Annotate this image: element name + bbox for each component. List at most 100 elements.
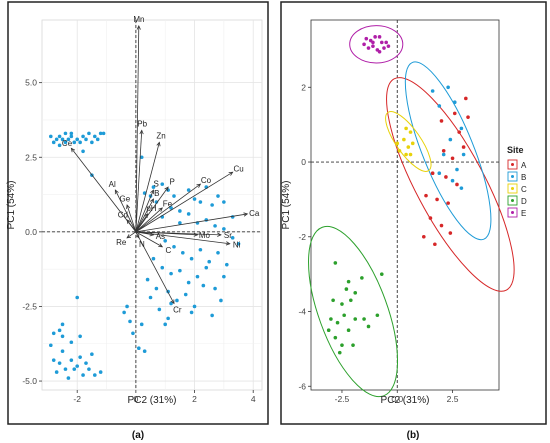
score-point [189, 256, 194, 261]
score-point [198, 200, 203, 204]
score-point [366, 46, 371, 50]
score-point [450, 156, 455, 161]
score-point [69, 358, 74, 362]
score-point [464, 96, 468, 101]
score-point [353, 291, 358, 295]
score-point [84, 137, 88, 142]
score-point [222, 274, 226, 279]
loading-c: C [135, 231, 171, 255]
ellipse-site-d [308, 225, 399, 398]
score-point [78, 355, 82, 359]
loading-pb: Pb [135, 119, 148, 232]
score-point [204, 218, 209, 222]
score-point [131, 331, 135, 336]
loading-arrow-head [136, 25, 141, 30]
loading-p: P [135, 177, 175, 233]
loading-arrow-head [126, 204, 131, 210]
score-point [382, 46, 386, 50]
score-point [349, 298, 353, 303]
score-point [439, 119, 444, 123]
score-point [148, 295, 153, 300]
score-point [371, 40, 375, 45]
loading-arrow-line [135, 142, 160, 232]
score-point [186, 212, 191, 216]
x-tick-label: 0 [133, 394, 138, 404]
series-site-a [422, 96, 470, 247]
score-point [230, 215, 235, 219]
y-tick-label: 2.5 [25, 152, 37, 162]
legend-item-c: C [507, 183, 527, 194]
score-point [213, 224, 217, 228]
score-point [175, 298, 179, 303]
loading-arrow-line [135, 213, 248, 233]
loading-arrow-line [114, 189, 137, 233]
loading-al: Al [109, 180, 137, 233]
loading-label: Mo [199, 231, 211, 240]
score-point [446, 201, 450, 205]
score-point [406, 145, 411, 149]
score-point [178, 209, 182, 213]
score-point [452, 100, 457, 105]
loading-arrow-line [135, 231, 154, 236]
score-point [222, 200, 226, 204]
score-point [362, 317, 366, 321]
score-point [186, 188, 191, 192]
score-point [195, 274, 200, 279]
score-point [459, 186, 464, 190]
score-point [404, 126, 408, 131]
score-point [225, 262, 229, 267]
score-point [166, 316, 170, 321]
legend-key-dot [511, 163, 514, 166]
loading-label: Ni [233, 241, 241, 250]
score-point [437, 104, 442, 108]
score-point [448, 137, 453, 142]
loading-s: S [135, 180, 159, 233]
score-point [69, 340, 74, 345]
score-point [362, 42, 366, 47]
loading-label: As [156, 232, 165, 241]
score-point [98, 370, 103, 374]
loading-label: Ge [120, 194, 131, 203]
loading-arrow-line [135, 231, 163, 248]
score-point [422, 234, 426, 239]
score-point [337, 350, 342, 355]
score-point [379, 40, 384, 45]
score-point [122, 310, 126, 315]
score-point [183, 292, 188, 297]
score-point [139, 322, 144, 327]
loading-mn: Mn [133, 15, 144, 232]
score-point [78, 140, 82, 145]
score-point [441, 152, 446, 157]
score-point [437, 171, 442, 176]
loading-label: Cr [173, 306, 182, 315]
score-point [210, 203, 214, 207]
score-point [57, 361, 62, 365]
score-point [329, 317, 333, 321]
score-point [178, 268, 182, 273]
loading-arrow-line [135, 213, 148, 233]
score-point [60, 322, 65, 327]
loading-arrow-line [135, 207, 163, 233]
loading-arrow-line [135, 231, 175, 304]
loading-arrow-line [135, 130, 143, 232]
panel-b-ellipses [308, 25, 515, 398]
loading-arrow-line [135, 183, 201, 233]
score-point [333, 261, 338, 265]
loading-label: Sr [224, 231, 232, 240]
score-point [51, 140, 56, 145]
loading-co: Co [135, 176, 212, 233]
score-point [151, 185, 156, 189]
loading-label: B [154, 189, 159, 198]
score-point [428, 216, 433, 220]
score-point [201, 283, 206, 288]
score-point [353, 317, 358, 321]
loading-arrow-line [71, 148, 137, 233]
score-point [172, 194, 176, 198]
score-point [63, 367, 68, 371]
loading-label: Ce [62, 139, 73, 148]
score-point [157, 307, 162, 312]
series-site-e [362, 35, 391, 54]
score-point [163, 239, 167, 243]
loading-arrow-head [196, 183, 202, 188]
y-tick-label: -6 [298, 381, 306, 391]
